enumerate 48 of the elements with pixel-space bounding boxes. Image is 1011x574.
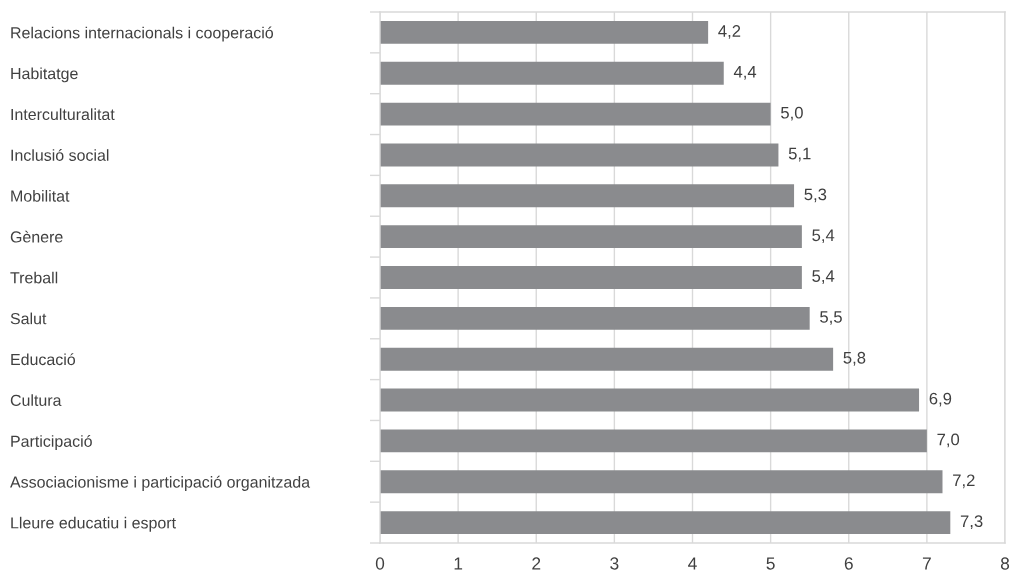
y-tick-label: Lleure educatiu i esport bbox=[11, 516, 176, 532]
y-tick-label: Educació bbox=[11, 353, 76, 366]
bar bbox=[380, 388, 920, 412]
y-tick-label: Treball bbox=[10, 271, 58, 284]
y-tick-label: Relacions internacionals i cooperació bbox=[11, 26, 274, 42]
bar bbox=[380, 102, 771, 126]
y-tick-label: Salut bbox=[10, 312, 47, 325]
bar bbox=[380, 184, 795, 208]
y-tick-label: Associacionisme i participació organitzada bbox=[10, 475, 311, 491]
y-tick-label: Cultura bbox=[10, 394, 62, 406]
y-tick-label: Interculturalitat bbox=[11, 108, 115, 121]
x-tick-label: 4 bbox=[688, 557, 697, 570]
x-tick-label: 2 bbox=[532, 557, 541, 570]
data-label: 5,4 bbox=[812, 270, 835, 284]
bar bbox=[380, 225, 802, 249]
bar bbox=[380, 266, 802, 289]
x-tick-label: 5 bbox=[766, 557, 775, 570]
y-tick-label: Gènere bbox=[10, 230, 63, 243]
data-label: 7,0 bbox=[937, 433, 960, 448]
bar bbox=[380, 61, 724, 85]
y-tick-label: Inclusió social bbox=[11, 148, 109, 161]
bar bbox=[380, 20, 709, 44]
bar bbox=[380, 143, 779, 167]
data-label: 6,9 bbox=[929, 392, 952, 407]
bar bbox=[380, 429, 927, 453]
data-label: 4,4 bbox=[733, 66, 757, 80]
bar bbox=[380, 511, 951, 535]
y-tick-label: Habitatge bbox=[11, 67, 78, 83]
data-label: 5,0 bbox=[781, 106, 803, 121]
x-tick-label: 3 bbox=[610, 557, 619, 570]
data-label: 7,3 bbox=[960, 515, 983, 530]
y-tick-label: Mobilitat bbox=[11, 190, 70, 202]
y-tick-label: Participació bbox=[11, 435, 92, 451]
x-tick-label: 0 bbox=[375, 557, 385, 570]
x-tick-label: 8 bbox=[1000, 557, 1010, 570]
bar bbox=[380, 306, 810, 330]
data-label: 4,2 bbox=[718, 25, 741, 39]
x-tick-label: 6 bbox=[844, 557, 853, 570]
data-label: 5,1 bbox=[788, 147, 811, 162]
data-label: 5,3 bbox=[804, 188, 827, 203]
data-label: 5,5 bbox=[820, 311, 842, 325]
x-tick-label: 7 bbox=[922, 557, 931, 570]
data-label: 5,8 bbox=[843, 351, 866, 366]
data-label: 7,2 bbox=[953, 474, 975, 489]
x-tick-label: 1 bbox=[454, 557, 463, 570]
bar bbox=[380, 470, 943, 494]
bar bbox=[380, 347, 834, 371]
data-label: 5,4 bbox=[812, 229, 835, 244]
